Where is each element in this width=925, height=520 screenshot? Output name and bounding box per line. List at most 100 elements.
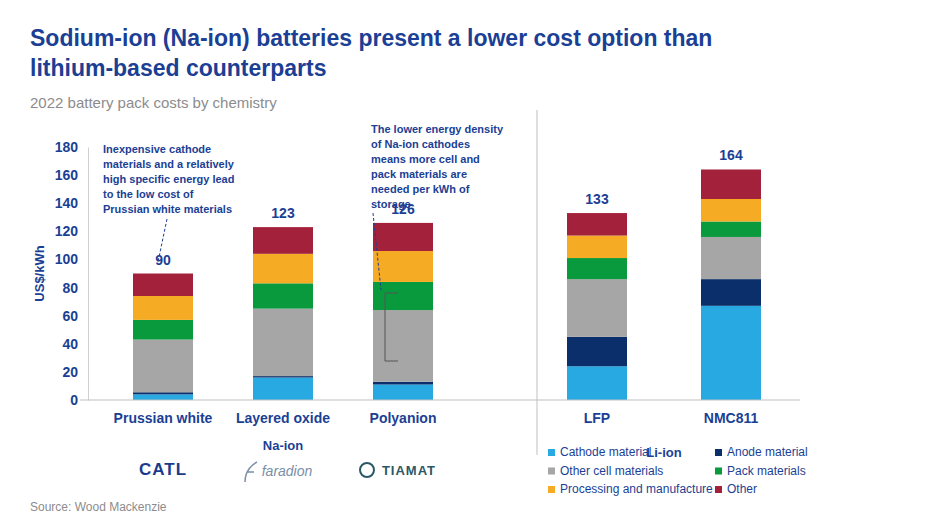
bar-segment xyxy=(133,340,193,393)
annotation-leader xyxy=(158,219,167,262)
annotation-line: high specific energy lead xyxy=(103,173,234,185)
y-axis-line xyxy=(88,148,89,401)
y-tick-label: 20 xyxy=(62,364,78,380)
logo-text: CATL xyxy=(139,460,187,479)
y-tick-label: 100 xyxy=(55,251,79,267)
logo: faradion xyxy=(245,462,313,482)
baseline xyxy=(80,400,800,401)
annotation-line: Inexpensive cathode xyxy=(103,143,211,155)
bar-segment xyxy=(133,320,193,340)
source: Source: Wood Mackenzie xyxy=(30,500,167,514)
logo: TIAMAT xyxy=(360,463,436,478)
annotation: The lower energy densityof Na-ion cathod… xyxy=(371,123,504,361)
series xyxy=(133,169,761,296)
bar-segment xyxy=(567,236,627,258)
y-tick-label: 0 xyxy=(70,392,78,408)
logo-text: faradion xyxy=(262,463,313,479)
series xyxy=(133,306,761,400)
bar-segment xyxy=(133,274,193,296)
annotation: Inexpensive cathode materials and a relat… xyxy=(103,143,235,262)
y-tick: 160 xyxy=(55,167,88,183)
group-separator xyxy=(537,110,538,455)
legend-swatch xyxy=(548,449,555,456)
y-tick-label: 120 xyxy=(55,223,79,239)
legend-label: Other cell materials xyxy=(560,464,663,478)
legend-swatch xyxy=(548,468,555,475)
subtitle: 2022 battery pack costs by chemistry xyxy=(30,94,277,111)
annotation-line: materials and a relatively xyxy=(103,158,235,170)
bar-segment xyxy=(567,279,627,337)
category-label: Layered oxide xyxy=(236,410,330,426)
annotation-line: means more cell and xyxy=(371,153,480,165)
bar-segment xyxy=(701,279,761,306)
legend-label: Cathode material xyxy=(560,445,651,459)
legend-item: Other cell materials xyxy=(548,464,663,478)
bar-segment xyxy=(701,306,761,400)
annotation-leader xyxy=(373,213,381,290)
bar-segment xyxy=(133,394,193,400)
y-tick-label: 60 xyxy=(62,308,78,324)
logo-text: TIAMAT xyxy=(382,463,436,478)
y-tick-label: 40 xyxy=(62,336,78,352)
logo-icon xyxy=(245,462,257,482)
bar-segment xyxy=(253,309,313,376)
bar-segment xyxy=(373,251,433,282)
y-tick: 80 xyxy=(62,280,88,296)
annotation-bracket xyxy=(385,293,398,361)
legend-item: Pack materials xyxy=(715,464,806,478)
y-axis-title: US$/kWh xyxy=(32,245,47,301)
series xyxy=(133,221,761,339)
legend-swatch xyxy=(715,468,722,475)
legend-label: Pack materials xyxy=(727,464,806,478)
annotation-line: storage xyxy=(371,198,411,210)
legend-swatch xyxy=(548,486,555,493)
y-tick: 40 xyxy=(62,336,88,352)
bar-segment xyxy=(373,310,433,382)
bar-segment xyxy=(567,366,627,400)
bar-segment xyxy=(253,227,313,254)
bar-segment xyxy=(253,376,313,377)
annotation-line: to the low cost of xyxy=(103,188,194,200)
annotation-line: needed per kWh of xyxy=(371,183,470,195)
y-axis: 0 20 40 60 80 100 120 140 160 180 xyxy=(55,139,89,408)
legend-item: Processing and manufacture xyxy=(548,482,713,496)
legend: Cathode material Anode material Other cell… xyxy=(548,445,808,496)
bar-segment xyxy=(253,283,313,308)
bar-segment xyxy=(133,296,193,320)
total-label: 133 xyxy=(585,191,609,207)
total-label: 90 xyxy=(155,252,171,268)
legend-label: Anode material xyxy=(727,445,808,459)
title-line: Sodium-ion (Na-ion) batteries present a … xyxy=(30,25,712,51)
annotation-line: pack materials are xyxy=(371,168,467,180)
category-label: Prussian white xyxy=(114,410,213,426)
y-tick: 60 xyxy=(62,308,88,324)
legend-label: Processing and manufacture xyxy=(560,482,713,496)
series xyxy=(133,237,761,392)
bar-segment xyxy=(253,254,313,284)
y-tick: 180 xyxy=(55,139,88,155)
title-line: lithium-based counterparts xyxy=(30,55,326,81)
legend-item: Other xyxy=(715,482,757,496)
legend-swatch xyxy=(715,449,722,456)
category-label: LFP xyxy=(584,410,610,426)
logo: CATL xyxy=(139,460,187,479)
y-tick-label: 180 xyxy=(55,139,79,155)
legend-label: Other xyxy=(727,482,757,496)
total-label: 164 xyxy=(719,147,743,163)
bar-segment xyxy=(373,385,433,400)
y-tick: 120 xyxy=(55,223,88,239)
bar-segment xyxy=(373,282,433,310)
y-tick: 140 xyxy=(55,195,88,211)
bar-segment xyxy=(567,258,627,279)
y-tick: 100 xyxy=(55,251,88,267)
total-label: 123 xyxy=(271,205,295,221)
series xyxy=(133,199,761,320)
bar-segment xyxy=(701,237,761,279)
bar-segment xyxy=(567,337,627,367)
bar-segment xyxy=(701,169,761,199)
y-tick-label: 140 xyxy=(55,195,79,211)
bar-segment xyxy=(133,392,193,394)
category-label: Polyanion xyxy=(370,410,437,426)
legend-item: Anode material xyxy=(715,445,808,459)
bar-segment xyxy=(567,213,627,235)
